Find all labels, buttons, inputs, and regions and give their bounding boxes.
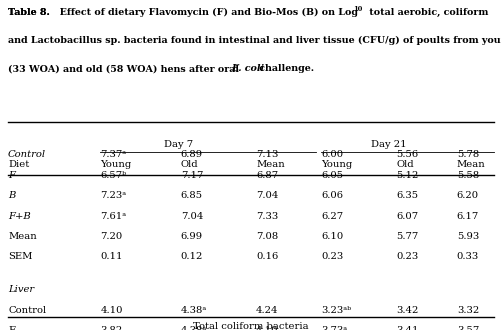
Text: Control: Control	[8, 306, 46, 315]
Text: Day 21: Day 21	[371, 140, 406, 149]
Text: Liver: Liver	[8, 285, 34, 294]
Text: Young: Young	[321, 160, 352, 169]
Text: 3.32: 3.32	[456, 306, 478, 315]
Text: Diet: Diet	[8, 160, 29, 169]
Text: 0.11: 0.11	[100, 252, 123, 261]
Text: Young: Young	[100, 160, 131, 169]
Text: 7.33: 7.33	[256, 212, 278, 220]
Text: 3.82: 3.82	[100, 326, 122, 330]
Text: 6.17: 6.17	[456, 212, 478, 220]
Text: and Lactobacillus sp. bacteria found in intestinal and liver tissue (CFU/g) of p: and Lactobacillus sp. bacteria found in …	[8, 36, 501, 46]
Text: 6.00: 6.00	[321, 150, 343, 159]
Text: 6.99: 6.99	[180, 232, 202, 241]
Text: 3.42: 3.42	[396, 306, 418, 315]
Text: 5.12: 5.12	[396, 171, 418, 180]
Text: Total coliform bacteria: Total coliform bacteria	[193, 322, 308, 330]
Text: 4.24: 4.24	[256, 306, 278, 315]
Text: 4.38ᵃ: 4.38ᵃ	[180, 326, 206, 330]
Text: 6.20: 6.20	[456, 191, 478, 200]
Text: 3.41: 3.41	[396, 326, 418, 330]
Text: 4.38ᵃ: 4.38ᵃ	[180, 306, 206, 315]
Text: 7.04: 7.04	[180, 212, 203, 220]
Text: 6.07: 6.07	[396, 212, 418, 220]
Text: 4.10: 4.10	[100, 306, 123, 315]
Text: Table 8.: Table 8.	[8, 8, 50, 17]
Text: Mean: Mean	[456, 160, 484, 169]
Text: 3.23ᵃᵇ: 3.23ᵃᵇ	[321, 306, 351, 315]
Text: Control: Control	[8, 150, 46, 159]
Text: 5.78: 5.78	[456, 150, 478, 159]
Text: 7.04: 7.04	[256, 191, 278, 200]
Text: 0.16: 0.16	[256, 252, 278, 261]
Text: Mean: Mean	[8, 232, 37, 241]
Text: 6.89: 6.89	[180, 150, 202, 159]
Text: 4.10: 4.10	[256, 326, 278, 330]
Text: 0.23: 0.23	[396, 252, 418, 261]
Text: 6.35: 6.35	[396, 191, 418, 200]
Text: F+B: F+B	[8, 212, 31, 220]
Text: 0.33: 0.33	[456, 252, 478, 261]
Text: 6.06: 6.06	[321, 191, 343, 200]
Text: 5.58: 5.58	[456, 171, 478, 180]
Text: 7.61ᵃ: 7.61ᵃ	[100, 212, 126, 220]
Text: 3.57: 3.57	[456, 326, 478, 330]
Text: B: B	[8, 191, 16, 200]
Text: Table 8.   Effect of dietary Flavomycin (F) and Bio-Mos (B) on Log: Table 8. Effect of dietary Flavomycin (F…	[8, 8, 357, 17]
Text: SEM: SEM	[8, 252, 33, 261]
Text: Mean: Mean	[256, 160, 284, 169]
Text: Old: Old	[180, 160, 198, 169]
Text: 6.85: 6.85	[180, 191, 202, 200]
Text: 7.23ᵃ: 7.23ᵃ	[100, 191, 126, 200]
Text: E. coli: E. coli	[230, 64, 264, 73]
Text: Old: Old	[396, 160, 413, 169]
Text: challenge.: challenge.	[256, 64, 314, 73]
Text: 5.56: 5.56	[396, 150, 418, 159]
Text: (33 WOA) and old (58 WOA) hens after oral: (33 WOA) and old (58 WOA) hens after ora…	[8, 64, 242, 73]
Text: 7.13: 7.13	[256, 150, 278, 159]
Text: 6.57ᵇ: 6.57ᵇ	[100, 171, 126, 180]
Text: 0.23: 0.23	[321, 252, 343, 261]
Text: 5.93: 5.93	[456, 232, 478, 241]
Text: 7.08: 7.08	[256, 232, 278, 241]
Text: 5.77: 5.77	[396, 232, 418, 241]
Text: Day 7: Day 7	[163, 140, 192, 149]
Text: 7.20: 7.20	[100, 232, 122, 241]
Text: 6.27: 6.27	[321, 212, 343, 220]
Text: F: F	[8, 171, 15, 180]
Text: F: F	[8, 326, 15, 330]
Text: 6.05: 6.05	[321, 171, 343, 180]
Text: 6.87: 6.87	[256, 171, 278, 180]
Text: 10: 10	[353, 5, 362, 13]
Text: total aerobic, coliform: total aerobic, coliform	[366, 8, 488, 17]
Text: 7.37ᵃ: 7.37ᵃ	[100, 150, 126, 159]
Text: 7.17: 7.17	[180, 171, 203, 180]
Text: 3.73ᵃ: 3.73ᵃ	[321, 326, 347, 330]
Text: 0.12: 0.12	[180, 252, 203, 261]
Text: 6.10: 6.10	[321, 232, 343, 241]
